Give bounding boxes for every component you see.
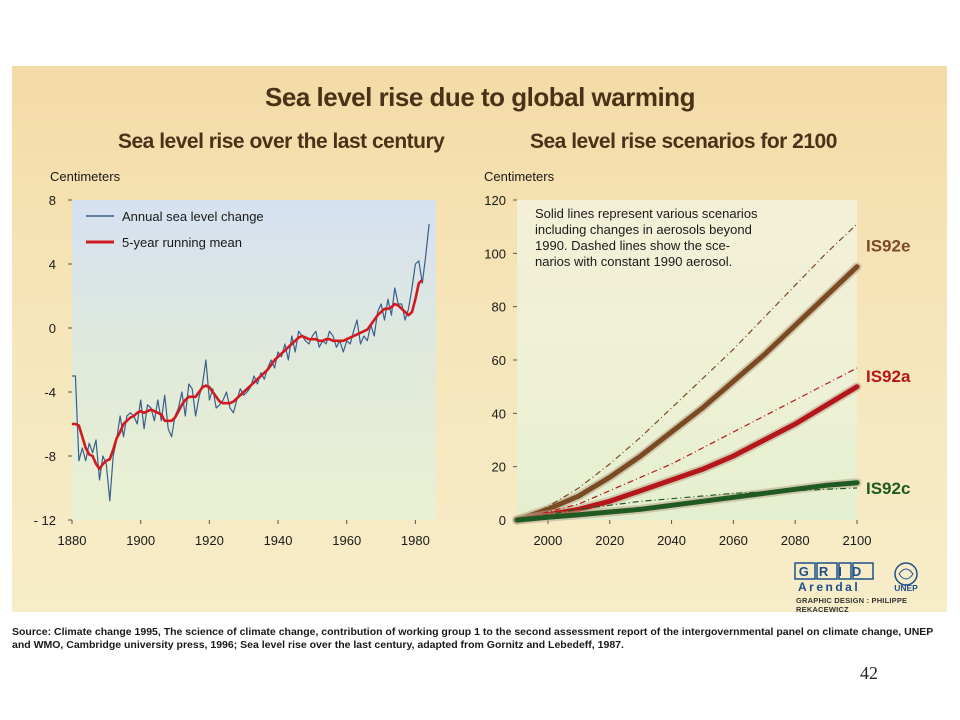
left-x-tick-label: 1920 — [195, 533, 224, 548]
left-x-tick-label: 1880 — [58, 533, 87, 548]
right-x-tick-label: 2040 — [657, 533, 686, 548]
left-plot-area — [72, 200, 436, 520]
right-x-tick-label: 2000 — [533, 533, 562, 548]
svg-text:GRID: GRID — [799, 564, 872, 579]
right-y-tick-label: 120 — [484, 193, 506, 208]
unep-text: UNEP — [894, 583, 918, 593]
unep-emblem-icon — [894, 562, 918, 586]
legend-mean-label: 5-year running mean — [122, 235, 242, 250]
annotation-line: Solid lines represent various scenarios — [535, 206, 758, 221]
right-y-tick-label: 60 — [492, 353, 506, 368]
scenario-dashed-line-is92a — [516, 367, 858, 521]
left-y-unit-label: Centimeters — [50, 169, 121, 184]
right-x-tick-label: 2020 — [595, 533, 624, 548]
scenario-label-is92a: IS92a — [866, 367, 911, 386]
left-y-tick-label: - 12 — [34, 513, 56, 528]
right-y-tick-label: 100 — [484, 246, 506, 261]
left-x-tick-label: 1980 — [401, 533, 430, 548]
left-x-tick-label: 1900 — [126, 533, 155, 548]
right-x-tick-label: 2100 — [843, 533, 872, 548]
design-credit: GRAPHIC DESIGN : PHILIPPE REKACEWICZ — [796, 596, 908, 614]
left-chart-title: Sea level rise over the last century — [118, 130, 445, 153]
left-y-tick-label: 4 — [49, 257, 56, 272]
left-y-tick-label: -4 — [44, 385, 56, 400]
right-y-tick-label: 20 — [492, 460, 506, 475]
right-y-tick-label: 40 — [492, 406, 506, 421]
right-x-tick-label: 2080 — [781, 533, 810, 548]
grid-letters: GRID — [794, 562, 874, 580]
left-x-tick-label: 1960 — [332, 533, 361, 548]
right-plot-area — [517, 200, 857, 520]
left-y-tick-label: 0 — [49, 321, 56, 336]
main-title: Sea level rise due to global warming — [265, 82, 695, 112]
scenario-line-is92e — [514, 264, 860, 523]
annotation-line: 1990. Dashed lines show the sce- — [535, 238, 730, 253]
left-y-tick-label: -8 — [44, 449, 56, 464]
right-y-tick-label: 80 — [492, 300, 506, 315]
scenario-dashed-line-is92e — [516, 223, 858, 521]
right-chart-title: Sea level rise scenarios for 2100 — [530, 130, 837, 153]
scenario-line-is92c — [514, 480, 860, 523]
running-mean-line — [72, 279, 424, 471]
legend-annual-label: Annual sea level change — [122, 209, 264, 224]
arendal-text: Arendal — [798, 580, 860, 594]
right-y-unit-label: Centimeters — [484, 169, 555, 184]
page-number: 42 — [860, 663, 878, 683]
annotation-line: narios with constant 1990 aerosol. — [535, 254, 732, 269]
grid-arendal-logo: GRID Arendal UNEP — [792, 560, 942, 610]
right-y-tick-label: 0 — [499, 513, 506, 528]
left-y-tick-label: 8 — [49, 193, 56, 208]
scenario-dashed-line-is92c — [516, 487, 858, 521]
left-x-tick-label: 1940 — [264, 533, 293, 548]
scenario-label-is92e: IS92e — [866, 236, 910, 255]
source-note: Source: Climate change 1995, The science… — [12, 626, 934, 651]
annotation-line: including changes in aerosols beyond — [535, 222, 752, 237]
scenario-label-is92c: IS92c — [866, 479, 910, 498]
right-x-tick-label: 2060 — [719, 533, 748, 548]
